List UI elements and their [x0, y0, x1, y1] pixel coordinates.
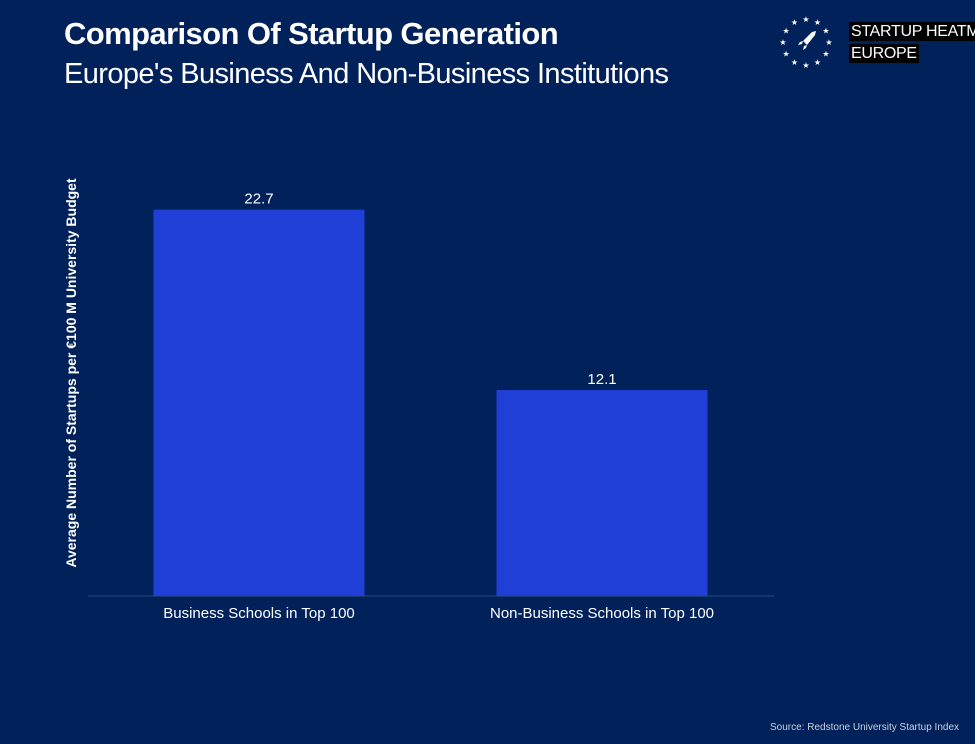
star-icon: ★: [825, 38, 832, 47]
bar-value-label: 12.1: [587, 371, 616, 388]
bars-group: 22.7 Business Schools in Top 100 12.1 Non-B…: [153, 191, 714, 622]
x-tick-label: Business Schools in Top 100: [163, 605, 355, 622]
logo-line-1: STARTUP HEATMAP: [849, 22, 975, 41]
source-note: Source: Redstone University Startup Inde…: [770, 722, 959, 733]
star-icon: ★: [802, 61, 809, 70]
star-icon: ★: [779, 38, 786, 47]
star-icon: ★: [782, 50, 789, 59]
x-tick-label: Non-Business Schools in Top 100: [490, 605, 714, 622]
star-icon: ★: [791, 18, 798, 27]
star-icon: ★: [791, 58, 798, 67]
bar-1: [153, 209, 365, 597]
star-icon: ★: [814, 18, 821, 27]
star-icon: ★: [782, 27, 789, 36]
y-axis-label: Average Number of Startups per €100 M Un…: [63, 178, 79, 568]
chart-subtitle: Europe's Business And Non-Business Insti…: [64, 58, 669, 90]
star-icon: ★: [822, 50, 829, 59]
eu-stars-rocket-icon: ★ ★★★★★★★★★★★: [779, 15, 832, 70]
rocket-icon: [798, 31, 816, 50]
bar-2: [496, 390, 708, 596]
star-icon: ★: [814, 58, 821, 67]
chart-title: Comparison Of Startup Generation: [64, 16, 559, 51]
star-icon: ★: [802, 15, 809, 24]
star-icon: ★: [822, 27, 829, 36]
bar-value-label: 22.7: [244, 191, 273, 208]
brand-logo: ★★★★★★★★★★★★ STARTUP HEATMAP EUROPE: [778, 14, 975, 74]
logo-line-2: EUROPE: [849, 44, 919, 63]
